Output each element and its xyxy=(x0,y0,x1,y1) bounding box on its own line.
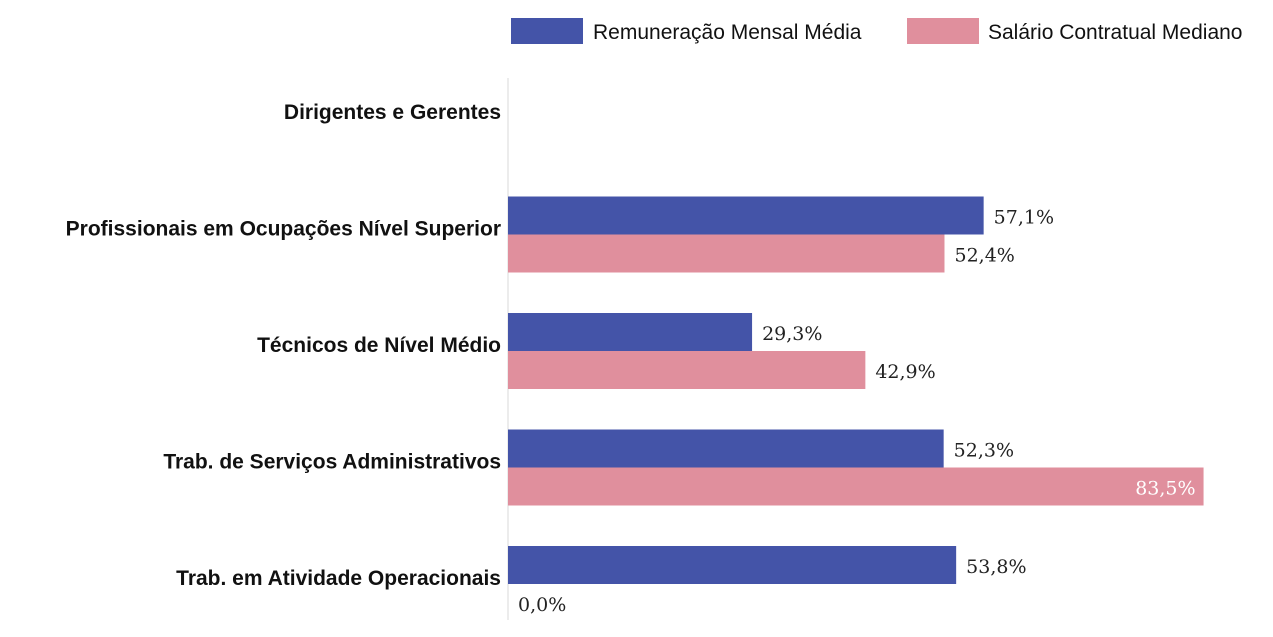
value-label-2-2: 52,4% xyxy=(954,245,1014,267)
legend-swatch-2 xyxy=(907,18,979,44)
bar-2-4 xyxy=(508,467,1204,506)
value-label-2-5: 0,0% xyxy=(518,594,566,616)
bar-2-2 xyxy=(508,234,945,273)
legend-label-2: Salário Contratual Mediano xyxy=(988,21,1242,44)
bar-1-5 xyxy=(508,546,957,584)
bar-1-3 xyxy=(508,313,753,351)
category-labels: Dirigentes e Gerentes Profissionais em Oc… xyxy=(66,101,501,590)
legend: Remuneração Mensal Média Salário Contratu… xyxy=(511,18,1242,44)
value-label-1-2: 57,1% xyxy=(994,207,1054,229)
category-label-2: Profissionais em Ocupações Nível Superio… xyxy=(66,218,501,241)
category-label-4: Trab. de Serviços Administrativos xyxy=(163,451,501,474)
category-label-5: Trab. em Atividade Operacionais xyxy=(176,567,501,590)
legend-swatch-1 xyxy=(511,18,583,44)
value-label-1-4: 52,3% xyxy=(954,440,1014,462)
bar-1-2 xyxy=(508,196,984,235)
bar-2-3 xyxy=(508,351,866,389)
bars xyxy=(508,196,1204,584)
category-label-3: Técnicos de Nível Médio xyxy=(257,334,501,357)
legend-label-1: Remuneração Mensal Média xyxy=(593,21,862,44)
value-label-2-3: 42,9% xyxy=(875,361,935,383)
value-labels: 57,1% 52,4% 29,3% 42,9% 52,3% 83,5% 53,8% 0,0% xyxy=(518,207,1196,617)
value-label-1-5: 53,8% xyxy=(966,556,1026,578)
category-label-1: Dirigentes e Gerentes xyxy=(284,101,501,124)
value-label-2-4: 83,5% xyxy=(1135,478,1195,500)
value-label-1-3: 29,3% xyxy=(762,323,822,345)
bar-1-4 xyxy=(508,429,944,468)
